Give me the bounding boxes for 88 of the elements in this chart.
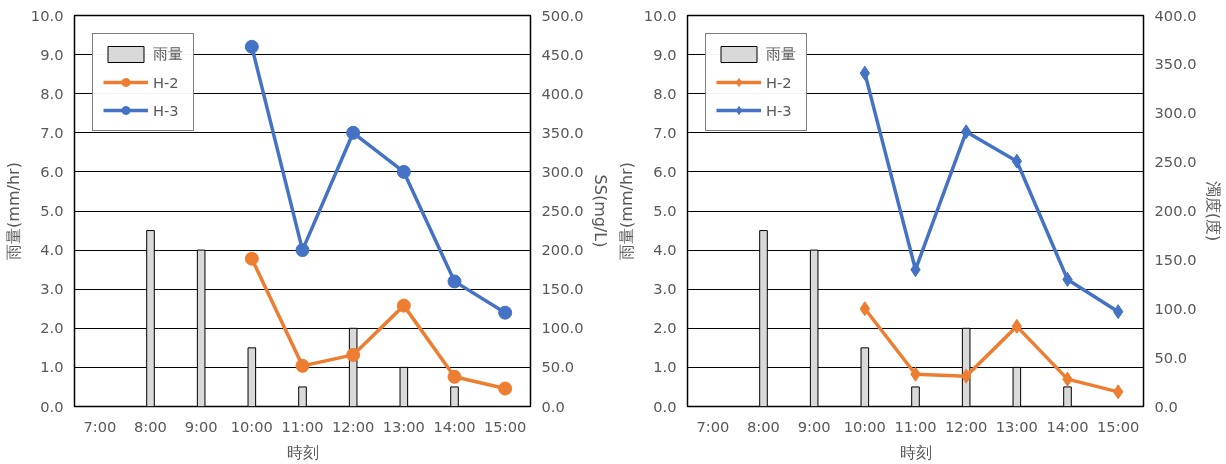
- x-tick-label: 7:00: [83, 417, 117, 435]
- x-tick-label: 8:00: [134, 417, 167, 435]
- y-axis-title: 雨量(mm/hr): [3, 162, 23, 260]
- point: [295, 243, 310, 258]
- y2-tick-label: 450.0: [541, 45, 584, 63]
- y2-tick-label: 200.0: [541, 241, 584, 259]
- y-tick-label: 5.0: [40, 202, 64, 219]
- x-tick-label: 13:00: [382, 417, 425, 435]
- legend-label: H-3: [153, 101, 179, 119]
- y-tick-label: 10.0: [30, 6, 64, 24]
- y2-tick-label: 350.0: [1154, 55, 1197, 73]
- point: [498, 381, 513, 396]
- y-tick-label: 4.0: [653, 241, 677, 259]
- x-axis-title: 時刻: [899, 442, 932, 462]
- y-tick-label: 2.0: [653, 319, 677, 337]
- y2-tick-label: 400.0: [1154, 6, 1197, 24]
- y-tick-label: 0.0: [40, 397, 64, 415]
- y-tick-label: 3.0: [653, 280, 677, 298]
- x-tick-label: 13:00: [995, 417, 1038, 435]
- point: [498, 305, 513, 320]
- y2-tick-label: 0.0: [541, 397, 565, 415]
- legend-label: H-2: [153, 73, 179, 91]
- y-tick-label: 9.0: [40, 45, 64, 63]
- y2-axis-title: SS(mg/L): [591, 174, 611, 248]
- point: [396, 298, 411, 313]
- y2-tick-label: 350.0: [541, 123, 584, 141]
- x-tick-label: 10:00: [843, 417, 886, 435]
- y-tick-label: 0.0: [653, 397, 677, 415]
- y-axis-title: 雨量(mm/hr): [616, 162, 636, 260]
- y-tick-label: 8.0: [40, 84, 64, 102]
- y2-tick-label: 150.0: [541, 280, 584, 298]
- x-tick-label: 15:00: [1097, 417, 1140, 435]
- point: [346, 125, 361, 140]
- point: [447, 369, 462, 384]
- y-tick-label: 10.0: [643, 6, 677, 24]
- x-tick-label: 12:00: [332, 417, 375, 435]
- x-tick-label: 8:00: [747, 417, 780, 435]
- bar: [1063, 386, 1072, 407]
- x-tick-label: 7:00: [696, 417, 730, 435]
- y2-tick-label: 500.0: [541, 6, 584, 24]
- x-tick-label: 9:00: [797, 417, 831, 435]
- y2-tick-label: 50.0: [541, 358, 575, 376]
- bar: [450, 386, 459, 407]
- y-tick-label: 2.0: [40, 319, 64, 337]
- y-tick-label: 1.0: [653, 358, 677, 376]
- y2-tick-label: 300.0: [541, 162, 584, 180]
- y2-tick-label: 250.0: [541, 202, 584, 219]
- x-tick-label: 10:00: [230, 417, 273, 435]
- y2-axis-title: 濁度(度): [1204, 180, 1224, 242]
- y2-tick-label: 100.0: [541, 319, 584, 337]
- x-tick-label: 12:00: [945, 417, 988, 435]
- y-tick-label: 6.0: [653, 162, 677, 180]
- point: [447, 274, 462, 289]
- y-tick-label: 7.0: [653, 123, 677, 141]
- y2-tick-label: 400.0: [541, 84, 584, 102]
- y2-tick-label: 300.0: [1154, 104, 1197, 122]
- y-tick-label: 4.0: [40, 241, 64, 259]
- point: [396, 164, 411, 179]
- point: [244, 251, 259, 266]
- x-tick-label: 9:00: [184, 417, 218, 435]
- y-tick-label: 7.0: [40, 123, 64, 141]
- y-tick-label: 1.0: [40, 358, 64, 376]
- x-tick-label: 11:00: [894, 417, 937, 435]
- point: [346, 347, 361, 362]
- y2-tick-label: 50.0: [1154, 348, 1188, 366]
- y-tick-label: 9.0: [653, 45, 677, 63]
- x-tick-label: 14:00: [433, 417, 476, 435]
- y2-tick-label: 0.0: [1154, 397, 1178, 415]
- y-tick-label: 5.0: [653, 202, 677, 219]
- y-tick-label: 6.0: [40, 162, 64, 180]
- point: [244, 39, 259, 54]
- y2-tick-label: 200.0: [1154, 202, 1197, 219]
- y-tick-label: 3.0: [40, 280, 64, 298]
- legend-label: H-3: [766, 101, 792, 119]
- y2-tick-label: 150.0: [1154, 250, 1197, 268]
- x-tick-label: 14:00: [1046, 417, 1089, 435]
- x-axis-title: 時刻: [286, 442, 319, 462]
- x-tick-label: 15:00: [484, 417, 527, 435]
- bar: [298, 386, 307, 407]
- point: [295, 358, 310, 373]
- y-tick-label: 8.0: [653, 84, 677, 102]
- legend-label: 雨量: [766, 44, 796, 64]
- y2-tick-label: 100.0: [1154, 299, 1197, 317]
- legend-label: H-2: [766, 73, 792, 91]
- legend-label: 雨量: [153, 44, 183, 64]
- x-tick-label: 11:00: [281, 417, 324, 435]
- y2-tick-label: 250.0: [1154, 153, 1197, 171]
- bar: [911, 386, 920, 407]
